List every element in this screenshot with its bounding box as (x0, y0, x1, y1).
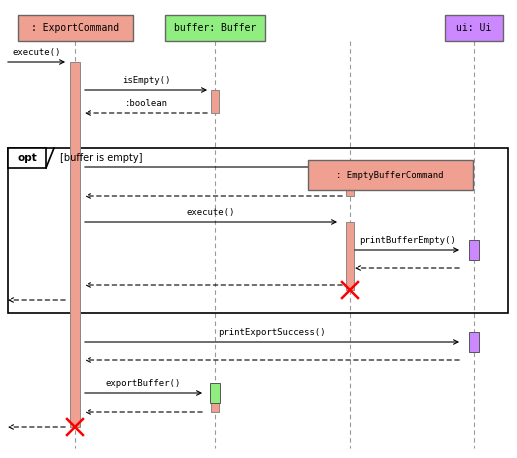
FancyBboxPatch shape (18, 15, 133, 41)
FancyBboxPatch shape (346, 167, 354, 196)
FancyBboxPatch shape (346, 222, 354, 290)
FancyBboxPatch shape (211, 90, 219, 113)
Text: [buffer is empty]: [buffer is empty] (60, 153, 143, 163)
FancyBboxPatch shape (8, 148, 46, 168)
FancyBboxPatch shape (70, 62, 80, 427)
FancyBboxPatch shape (210, 383, 220, 403)
Text: execute(): execute() (12, 48, 60, 57)
Text: opt: opt (17, 153, 37, 163)
FancyBboxPatch shape (211, 393, 219, 412)
Text: execute(): execute() (187, 208, 235, 217)
FancyBboxPatch shape (308, 160, 473, 190)
Text: exportBuffer(): exportBuffer() (106, 379, 181, 388)
Text: :boolean: :boolean (125, 99, 168, 108)
Text: printExportSuccess(): printExportSuccess() (218, 328, 326, 337)
Text: : ExportCommand: : ExportCommand (31, 23, 119, 33)
Text: ui: Ui: ui: Ui (457, 23, 492, 33)
FancyBboxPatch shape (445, 15, 503, 41)
FancyBboxPatch shape (165, 15, 265, 41)
Text: : EmptyBufferCommand: : EmptyBufferCommand (336, 170, 444, 180)
Text: printBufferEmpty(): printBufferEmpty() (359, 236, 455, 245)
Text: isEmpty(): isEmpty() (122, 76, 170, 85)
FancyBboxPatch shape (469, 332, 479, 352)
Text: buffer: Buffer: buffer: Buffer (174, 23, 256, 33)
FancyBboxPatch shape (469, 240, 479, 260)
